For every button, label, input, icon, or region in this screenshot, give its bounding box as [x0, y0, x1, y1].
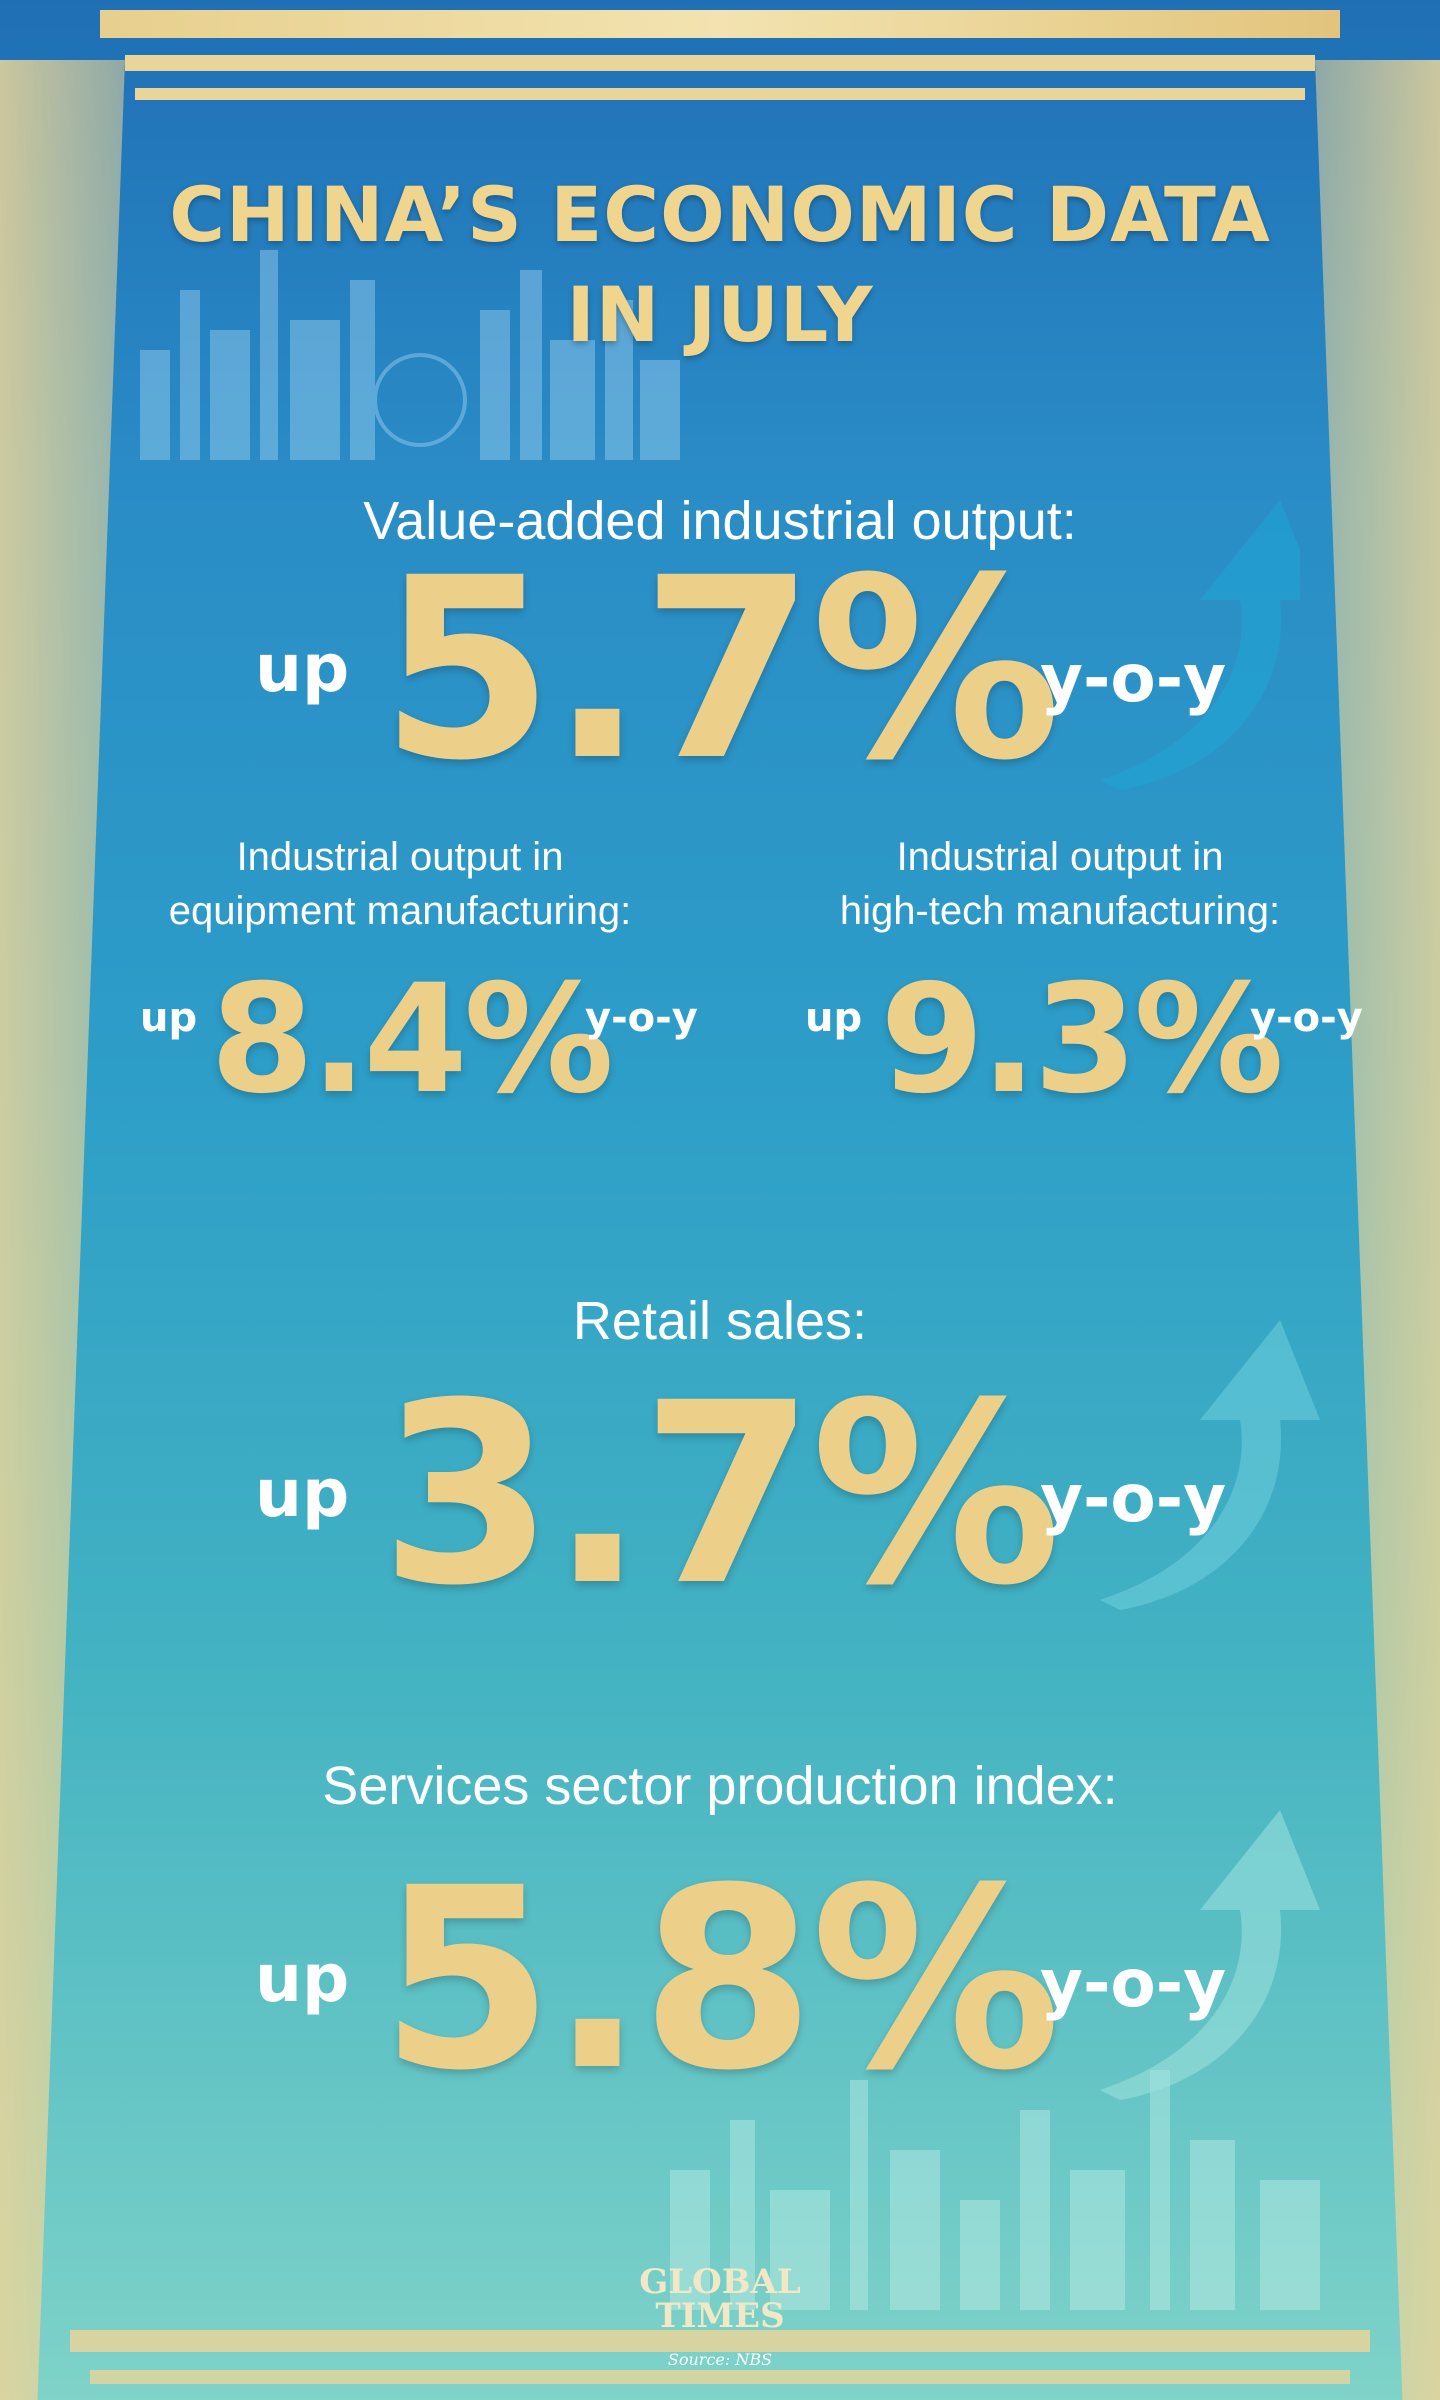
equipment-yoy: y-o-y [585, 995, 698, 1041]
hightech-label-line-2: high-tech manufacturing: [839, 889, 1281, 933]
logo-line-1: GLOBAL [639, 2262, 801, 2302]
page-title: CHINA’S ECONOMIC DATA IN JULY [0, 165, 1440, 365]
equipment-up: up [140, 995, 198, 1041]
frame-bottom-inner [90, 2370, 1350, 2384]
global-times-logo: GLOBAL TIMES [620, 2265, 820, 2333]
equipment-value: 8.4% [210, 953, 614, 1127]
retail-yoy: y-o-y [1040, 1460, 1227, 1537]
hightech-label: Industrial output in high-tech manufactu… [780, 830, 1340, 938]
frame-right [1315, 60, 1440, 2400]
services-value: 5.8% [380, 1834, 1061, 2125]
title-line-2: IN JULY [566, 270, 874, 359]
services-yoy: y-o-y [1040, 1945, 1227, 2022]
logo-line-2: TIMES [655, 2296, 785, 2336]
services-label: Services sector production index: [322, 1756, 1118, 1816]
frame-top [100, 10, 1340, 38]
industrial-label: Value-added industrial output: [363, 491, 1077, 551]
industrial-up: up [255, 630, 350, 707]
hightech-yoy: y-o-y [1250, 995, 1363, 1041]
equipment-label-line-1: Industrial output in [236, 835, 564, 879]
arrow-up-icon [1100, 1320, 1320, 1610]
frame-top-inner-2 [135, 88, 1305, 100]
industrial-yoy: y-o-y [1040, 640, 1227, 717]
skyline-graphic-bottom [670, 2070, 1320, 2310]
frame-top-inner [125, 55, 1315, 71]
skyline-graphic [140, 250, 680, 460]
hightech-up: up [805, 995, 863, 1041]
frame-bottom [70, 2330, 1370, 2352]
retail-label: Retail sales: [572, 1291, 868, 1351]
arrow-up-icon [1100, 500, 1300, 790]
retail-up: up [255, 1455, 350, 1532]
title-line-1: CHINA’S ECONOMIC DATA [169, 170, 1271, 259]
hightech-label-line-1: Industrial output in [896, 835, 1224, 879]
frame-left [0, 60, 125, 2400]
equipment-label: Industrial output in equipment manufactu… [120, 830, 680, 938]
equipment-label-line-2: equipment manufacturing: [168, 889, 632, 933]
source-note: Source: NBS [667, 2350, 773, 2369]
industrial-value: 5.7% [380, 524, 1061, 815]
retail-value: 3.7% [380, 1349, 1061, 1640]
arrow-up-icon [1100, 1810, 1320, 2100]
services-up: up [255, 1940, 350, 2017]
hightech-value: 9.3% [880, 953, 1284, 1127]
